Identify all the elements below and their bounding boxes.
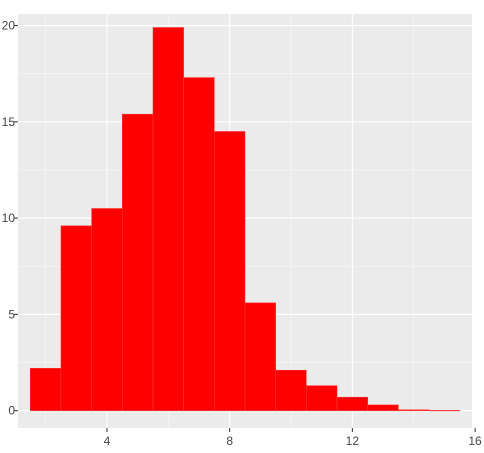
y-tick-label: 5	[8, 307, 15, 321]
x-tick-label: 16	[468, 434, 482, 448]
histogram-bar	[183, 77, 215, 411]
histogram-bar	[336, 396, 368, 411]
y-tick-label: 0	[8, 404, 15, 418]
histogram-bar	[275, 369, 307, 411]
histogram-bar	[91, 208, 123, 411]
histogram-bar	[152, 27, 184, 411]
histogram-bar	[244, 302, 276, 411]
x-tick-label: 4	[104, 434, 111, 448]
histogram-bar	[367, 404, 399, 411]
y-tick-label: 15	[2, 115, 16, 129]
histogram-bars	[30, 27, 460, 412]
histogram-bar	[122, 113, 154, 411]
histogram-bar	[428, 410, 460, 412]
axis-ticks: 4 8 12 16 0 5 10 15 20	[2, 19, 482, 448]
histogram-bar	[214, 131, 246, 411]
histogram-bar	[60, 225, 92, 411]
y-tick-label: 10	[2, 211, 16, 225]
histogram-bar	[306, 385, 338, 411]
histogram-bar	[398, 409, 430, 411]
x-tick-label: 8	[226, 434, 233, 448]
y-tick-label: 20	[2, 19, 16, 33]
histogram-bar	[30, 368, 62, 411]
x-tick-label: 12	[346, 434, 360, 448]
